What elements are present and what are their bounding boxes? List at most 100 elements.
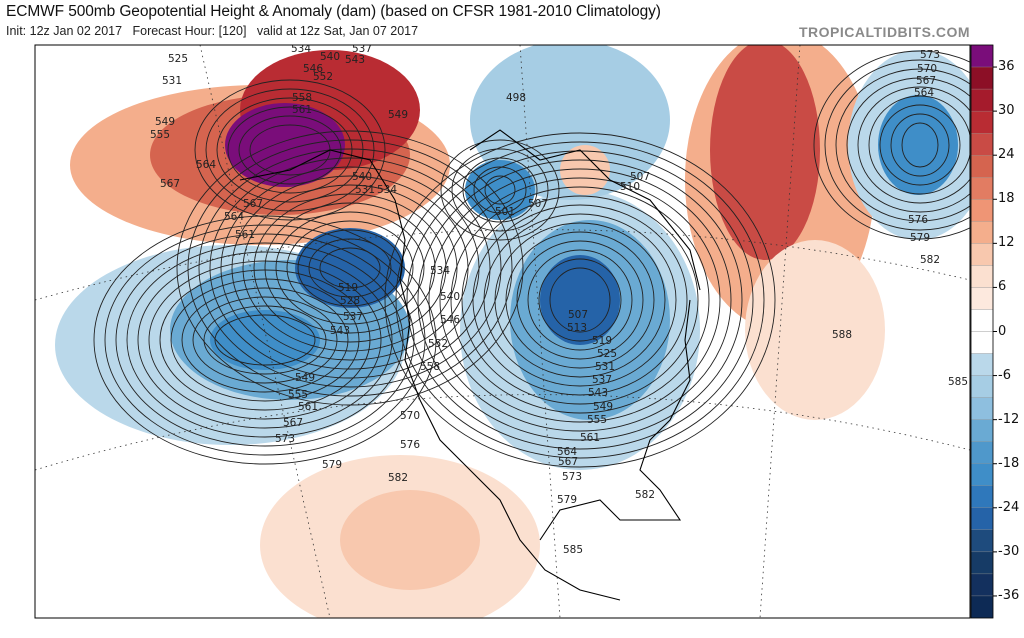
contour-label: 552 xyxy=(313,71,333,83)
contour-label: 531 xyxy=(162,75,182,87)
contour-label: 534 xyxy=(430,265,450,277)
colorbar-tick-label: -30 xyxy=(998,543,1020,559)
colorbar-swatch xyxy=(970,485,994,508)
height-contour xyxy=(505,231,655,369)
height-contour xyxy=(527,249,633,351)
contour-label: 579 xyxy=(557,494,577,506)
colorbar-tick-label: 18 xyxy=(998,191,1015,207)
height-contour xyxy=(170,278,360,402)
height-contour xyxy=(205,88,375,212)
contour-label: 567 xyxy=(916,75,936,87)
colorbar-swatch xyxy=(970,595,994,619)
contour-label: 561 xyxy=(580,432,600,444)
colorbar-tick-label: -36 xyxy=(998,587,1020,603)
colorbar-tick-label: 6 xyxy=(998,279,1007,295)
height-contour xyxy=(214,314,316,366)
anomaly-trough-hudson xyxy=(465,160,535,220)
contour-label: 525 xyxy=(168,53,188,65)
height-contour xyxy=(181,287,349,393)
contour-label: 579 xyxy=(322,459,342,471)
colorbar-swatch xyxy=(970,529,994,553)
colorbar-swatch xyxy=(970,573,994,597)
height-contour xyxy=(835,68,970,222)
colorbar-swatch xyxy=(970,155,994,178)
height-contour xyxy=(494,222,666,378)
coastline-alaska xyxy=(239,149,396,201)
height-contour xyxy=(227,106,353,194)
contour-label: 555 xyxy=(587,414,607,426)
anomaly-trough-pacific-core2 xyxy=(210,310,320,370)
height-contour xyxy=(126,242,404,438)
height-contour xyxy=(846,77,970,213)
contour-label: 567 xyxy=(283,417,303,429)
contour-label: 531 xyxy=(355,184,375,196)
height-contour xyxy=(148,260,382,420)
anomaly-ridge-atlantic-core xyxy=(710,45,820,260)
contour-label: 510 xyxy=(620,181,640,193)
anomaly-ridge-pacific-max xyxy=(225,103,345,187)
contour-label: 582 xyxy=(920,254,940,266)
map-area: 5255315495555675645645615675585615345405… xyxy=(35,43,970,618)
colorbar-tick-label: 24 xyxy=(998,147,1015,163)
height-contour xyxy=(115,233,415,447)
height-contour xyxy=(472,204,688,396)
contour-label: 567 xyxy=(558,456,578,468)
contour-label: 561 xyxy=(298,401,318,413)
contour-label: 525 xyxy=(597,348,617,360)
chart-title: ECMWF 500mb Geopotential Height & Anomal… xyxy=(6,3,661,20)
height-contour xyxy=(194,79,386,221)
contour-label: 573 xyxy=(275,433,295,445)
contour-label: 549 xyxy=(388,109,408,121)
colorbar xyxy=(970,44,997,619)
anomaly-trough-east-core xyxy=(540,255,620,345)
height-contour xyxy=(473,166,527,214)
height-contour xyxy=(824,59,970,231)
colorbar-swatch xyxy=(970,441,994,464)
colorbar-swatch xyxy=(970,353,994,376)
contour-label: 546 xyxy=(303,63,323,75)
contour-label: 552 xyxy=(428,338,448,350)
contour-label: 546 xyxy=(440,314,460,326)
colorbar-tick-label: 36 xyxy=(998,59,1015,75)
contour-label: 564 xyxy=(914,87,934,99)
colorbar-swatch xyxy=(970,243,994,266)
contour-label: 519 xyxy=(592,335,612,347)
forecast-info: Init: 12z Jan 02 2017 Forecast Hour: [12… xyxy=(6,24,419,38)
contour-label: 540 xyxy=(440,291,460,303)
contour-label: 579 xyxy=(910,232,930,244)
colorbar-swatch xyxy=(970,331,994,354)
contour-label: 567 xyxy=(160,178,180,190)
height-contour xyxy=(516,240,644,360)
height-contour xyxy=(192,296,338,384)
contour-label: 513 xyxy=(567,322,587,334)
anomaly-ridge-mexico-core xyxy=(340,490,480,590)
contour-label: 549 xyxy=(295,372,315,384)
colorbar-swatch xyxy=(970,419,994,442)
height-contour xyxy=(439,177,721,423)
colorbar-tick-label: -18 xyxy=(998,455,1020,471)
coastline-east xyxy=(539,299,691,541)
height-contour xyxy=(484,175,516,205)
contour-label: 573 xyxy=(562,471,582,483)
brand-logo-text: TROPICALTIDBITS.COM xyxy=(798,24,970,40)
colorbar-swatch xyxy=(970,551,994,575)
height-contour xyxy=(857,86,970,204)
colorbar-tick-label: 12 xyxy=(998,235,1015,251)
height-contour xyxy=(813,50,970,240)
contour-label: 570 xyxy=(917,63,937,75)
colorbar-swatch xyxy=(970,199,994,222)
height-contour xyxy=(440,139,560,241)
height-contour xyxy=(253,193,447,343)
height-contour xyxy=(417,159,743,441)
colorbar-swatch xyxy=(970,265,994,288)
colorbar-swatch xyxy=(970,110,994,134)
contour-label: 564 xyxy=(557,446,577,458)
height-contour xyxy=(406,150,754,450)
anomaly-low-atlantic-core xyxy=(878,95,958,195)
colorbar-swatch xyxy=(970,463,994,486)
contour-label: 570 xyxy=(400,410,420,422)
colorbar-tick-label: 0 xyxy=(998,323,1007,339)
contour-label: 534 xyxy=(291,43,311,55)
height-contour xyxy=(901,122,939,168)
